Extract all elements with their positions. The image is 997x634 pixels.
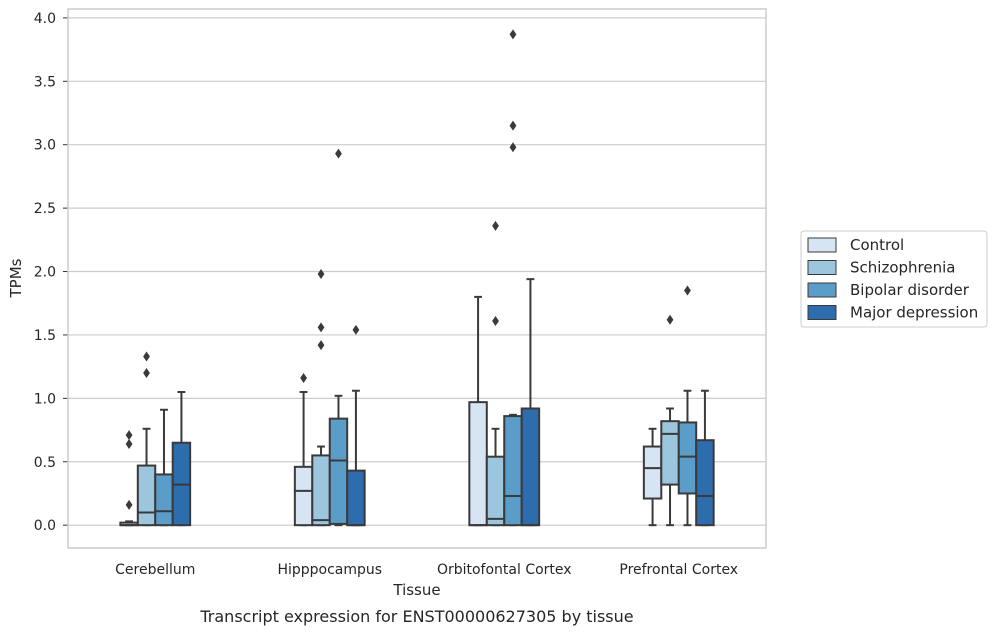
box-bipolar-disorder-hipppocampus bbox=[328, 148, 349, 527]
y-tick-label: 0.5 bbox=[34, 455, 56, 471]
box-bipolar-disorder-cerebellum bbox=[154, 408, 174, 527]
outlier-marker bbox=[317, 340, 325, 351]
y-tick-label: 2.5 bbox=[34, 201, 56, 217]
y-tick-label: 4.0 bbox=[34, 11, 56, 27]
legend-item-control: Control bbox=[807, 236, 904, 254]
box-bipolar-disorder-orbitofontal-cortex bbox=[503, 29, 523, 527]
box-control-hipppocampus bbox=[293, 373, 314, 527]
iqr-box bbox=[154, 473, 174, 527]
outlier-marker bbox=[317, 322, 325, 333]
iqr-box bbox=[293, 465, 314, 527]
x-tick-label: Cerebellum bbox=[115, 562, 195, 578]
iqr-box bbox=[503, 415, 523, 527]
outlier-marker bbox=[509, 120, 517, 131]
outlier-marker bbox=[492, 315, 499, 326]
box-control-cerebellum bbox=[119, 430, 139, 527]
outlier-marker bbox=[143, 367, 150, 378]
iqr-box bbox=[695, 439, 715, 527]
legend-swatch bbox=[807, 260, 837, 275]
box-control-orbitofontal-cortex bbox=[468, 295, 488, 527]
outlier-marker bbox=[300, 373, 307, 384]
legend-label: Control bbox=[850, 236, 904, 254]
legend-label: Major depression bbox=[850, 304, 978, 322]
legend-frame bbox=[800, 230, 988, 328]
iqr-box bbox=[346, 469, 366, 527]
outlier-marker bbox=[143, 351, 150, 362]
plot-frame bbox=[67, 8, 767, 549]
outlier-marker bbox=[666, 314, 674, 325]
series-control bbox=[119, 295, 663, 527]
iqr-box bbox=[311, 454, 331, 527]
box-schizophrenia-prefrontal-cortex bbox=[660, 314, 680, 527]
y-tick-label: 1.0 bbox=[34, 391, 56, 407]
x-tick-label: Prefrontal Cortex bbox=[619, 562, 738, 578]
y-tick-label: 0.0 bbox=[34, 518, 56, 534]
box-control-prefrontal-cortex bbox=[642, 427, 663, 527]
legend-item-major-depression: Major depression bbox=[807, 304, 978, 322]
y-axis-title: TPMs bbox=[7, 258, 25, 298]
box-major-depression-hipppocampus bbox=[346, 324, 366, 527]
chart-caption: Transcript expression for ENST0000062730… bbox=[199, 607, 633, 626]
iqr-box bbox=[520, 407, 541, 527]
series-major-depression bbox=[171, 278, 715, 527]
y-tick-label: 3.5 bbox=[34, 74, 56, 90]
box-major-depression-prefrontal-cortex bbox=[695, 389, 715, 527]
series-schizophrenia bbox=[136, 220, 680, 527]
legend: Control Schizophrenia Bipolar disorder Majo… bbox=[800, 230, 988, 328]
outlier-marker bbox=[509, 29, 517, 40]
legend-item-bipolar-disorder: Bipolar disorder bbox=[807, 281, 970, 299]
box-schizophrenia-orbitofontal-cortex bbox=[485, 220, 506, 527]
outlier-marker bbox=[125, 430, 133, 441]
outlier-marker bbox=[317, 269, 325, 280]
series-bipolar-disorder bbox=[154, 29, 698, 527]
y-tick-label: 2.0 bbox=[34, 265, 56, 281]
legend-swatch bbox=[807, 305, 837, 320]
outlier-marker bbox=[684, 285, 691, 296]
legend-swatch bbox=[807, 282, 837, 298]
iqr-box bbox=[468, 401, 488, 527]
box-schizophrenia-cerebellum bbox=[136, 351, 157, 527]
y-tick-label: 3.0 bbox=[34, 138, 56, 154]
box-series bbox=[119, 29, 715, 527]
iqr-box bbox=[136, 464, 157, 527]
outlier-marker bbox=[509, 142, 517, 153]
outlier-marker bbox=[352, 324, 360, 335]
iqr-box bbox=[660, 420, 680, 486]
outlier-marker bbox=[335, 148, 342, 159]
iqr-box bbox=[328, 417, 349, 525]
legend-label: Schizophrenia bbox=[850, 259, 955, 277]
outlier-marker bbox=[492, 220, 499, 231]
legend-label: Bipolar disorder bbox=[850, 281, 970, 299]
x-axis-ticks: Cerebellum Hipppocampus Orbitofontal Corte… bbox=[115, 562, 738, 578]
box-bipolar-disorder-prefrontal-cortex bbox=[677, 285, 698, 527]
x-axis-title: Tissue bbox=[392, 581, 440, 599]
iqr-box bbox=[485, 455, 506, 527]
legend-swatch bbox=[807, 237, 837, 253]
iqr-box bbox=[642, 445, 663, 500]
y-tick-label: 1.5 bbox=[34, 328, 56, 344]
box-schizophrenia-hipppocampus bbox=[311, 269, 331, 527]
iqr-box bbox=[677, 421, 698, 495]
box-major-depression-orbitofontal-cortex bbox=[520, 278, 541, 527]
outlier-marker bbox=[125, 499, 133, 510]
box-major-depression-cerebellum bbox=[171, 391, 192, 527]
x-tick-label: Orbitofontal Cortex bbox=[437, 562, 572, 578]
y-axis-ticks: 0.0 0.5 1.0 1.5 2.0 2.5 3.0 3.5 4.0 bbox=[34, 11, 68, 534]
outlier-marker bbox=[125, 439, 133, 450]
legend-item-schizophrenia: Schizophrenia bbox=[807, 259, 955, 277]
x-tick-label: Hipppocampus bbox=[277, 562, 382, 578]
